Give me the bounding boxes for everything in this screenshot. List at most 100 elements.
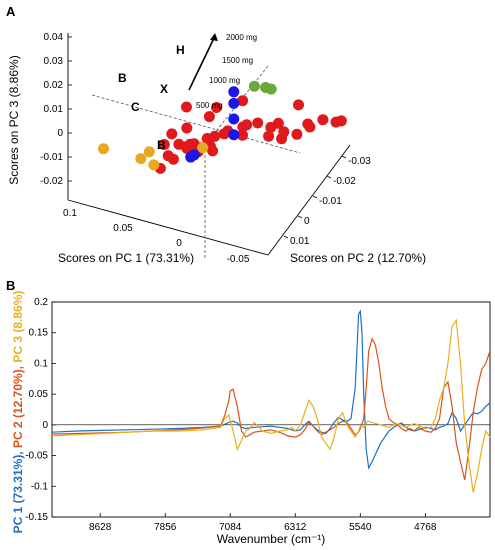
b-y-label-sep1: , xyxy=(11,448,25,455)
scatter-point xyxy=(162,150,174,162)
scatter-point xyxy=(98,143,109,155)
scatter-point xyxy=(228,113,240,125)
scatter-point xyxy=(276,133,288,145)
z-tick-label: -0.02 xyxy=(40,176,63,187)
scatter-point xyxy=(218,128,230,140)
scatter-point xyxy=(166,128,178,140)
y-tick xyxy=(283,235,289,239)
z-tick-label: 0.02 xyxy=(44,80,64,91)
y-tick-label: 0 xyxy=(304,216,310,227)
scatter-point xyxy=(335,115,347,127)
y-tick xyxy=(341,155,347,159)
dose-arrow xyxy=(188,33,218,91)
scatter-point xyxy=(291,128,303,140)
scatter-point xyxy=(135,153,147,165)
b-y-label-pc1: PC 1 (73.31%) xyxy=(11,455,25,534)
z-tick-label: 0.04 xyxy=(44,32,64,43)
scatter-point xyxy=(252,117,264,129)
scatter-point xyxy=(148,159,160,171)
scatter-point xyxy=(302,118,314,130)
scatter-point xyxy=(158,139,170,150)
b-y-tick-label: 0.1 xyxy=(34,358,48,369)
b-y-label-sep2: , xyxy=(11,363,25,370)
y-axis-label: Scores on PC 2 (12.70%) xyxy=(290,251,426,265)
scatter-point xyxy=(272,117,284,129)
scatter-point xyxy=(143,146,155,158)
b-x-tick-label: 5540 xyxy=(349,522,372,533)
scatter-point xyxy=(237,95,249,107)
b-y-tick-label: -0.15 xyxy=(25,512,48,523)
y-tick-label: -0.02 xyxy=(333,176,356,187)
scatter-point xyxy=(181,122,193,134)
loadings-line-panel: 0.2 0.15 0.1 0.05 0 -0.05 -0.1 -0.15 8628 7856 70… xyxy=(11,291,491,546)
scatter-point xyxy=(228,97,240,109)
point-label-x: X xyxy=(160,82,168,96)
panel-a-label: A xyxy=(6,4,16,19)
y-tick-label: -0.03 xyxy=(348,156,371,167)
scatter-point xyxy=(265,83,277,95)
scatter-point xyxy=(228,86,240,98)
b-y-label-pc3: PC 3 (8.86%) xyxy=(11,291,25,363)
scatter-point xyxy=(293,99,304,111)
b-x-tick-label: 7856 xyxy=(154,522,177,533)
b-y-tick-label: 0.2 xyxy=(34,297,48,308)
scatter-point xyxy=(317,114,329,126)
dashed-guide-line xyxy=(91,94,301,154)
series-line-pc3 xyxy=(51,318,491,493)
b-x-tick-label: 7084 xyxy=(219,522,242,533)
dose-label-2000: 2000 mg xyxy=(226,33,257,42)
z-tick-label: 0.01 xyxy=(44,104,64,115)
y-tick xyxy=(326,175,332,179)
scatter-point xyxy=(173,138,185,150)
z-tick-label: -0.01 xyxy=(40,152,63,163)
y-tick-label: -0.01 xyxy=(319,196,342,207)
b-y-tick-label: 0.15 xyxy=(29,328,49,339)
x-tick-label: 0.1 xyxy=(63,208,77,219)
series-line-pc1 xyxy=(51,309,491,470)
y-tick xyxy=(312,195,318,199)
dose-label-1000: 1000 mg xyxy=(209,76,240,85)
b-y-tick-label: -0.1 xyxy=(31,481,49,492)
z-tick-label: 0 xyxy=(57,128,63,139)
panel-b-label: B xyxy=(6,278,15,293)
scatter-point xyxy=(241,119,253,131)
b-x-tick-label: 4768 xyxy=(414,522,437,533)
point-label-b-upper: B xyxy=(118,71,127,85)
b-x-tick-label: 6312 xyxy=(284,522,307,533)
scatter-point xyxy=(197,142,209,154)
y-tick xyxy=(297,215,303,219)
b-x-axis-label: Wavenumber (cm⁻¹) xyxy=(217,532,326,546)
x-tick-label: 0 xyxy=(176,238,182,249)
b-x-tick-label: 8628 xyxy=(89,522,112,533)
dose-label-500: 500 mg xyxy=(196,101,223,110)
x-tick-label: -0.05 xyxy=(227,254,250,265)
point-label-h: H xyxy=(176,43,185,57)
x-tick-label: 0.05 xyxy=(113,223,133,234)
b-y-tick-label: 0 xyxy=(42,420,48,431)
scatter-point xyxy=(228,129,240,141)
scatter-point xyxy=(211,102,222,113)
point-label-b-lower: B xyxy=(157,138,166,152)
scatter-point xyxy=(181,101,192,113)
scatter-point xyxy=(237,129,248,141)
x-axis-label: Scores on PC 1 (73.31%) xyxy=(58,251,194,265)
b-y-axis-label: PC 1 (73.31%), PC 2 (12.70%), PC 3 (8.86… xyxy=(11,291,25,534)
b-y-tick-label: -0.05 xyxy=(25,451,48,462)
scatter-3d-panel: 0.04 0.03 0.02 0.01 0 -0.01 -0.02 0.1 0.05 0 -0.0… xyxy=(7,32,426,265)
y-axis-line xyxy=(267,144,351,256)
y-tick-label: 0.01 xyxy=(290,236,310,247)
b-y-tick-label: 0.05 xyxy=(29,389,49,400)
dose-label-1500: 1500 mg xyxy=(222,56,253,65)
plot-frame xyxy=(51,301,491,518)
series-line-pc2 xyxy=(51,337,491,481)
point-label-c: C xyxy=(131,100,140,114)
scatter-point xyxy=(188,149,200,161)
z-tick-label: 0.03 xyxy=(44,56,64,67)
scatter-point xyxy=(248,80,260,92)
x-axis-line xyxy=(67,199,269,256)
scatter-point xyxy=(203,111,215,123)
scatter-point xyxy=(263,130,275,142)
b-y-label-pc2: PC 2 (12.70%) xyxy=(11,369,25,448)
z-axis-label: Scores on PC 3 (8.86%) xyxy=(7,55,21,184)
